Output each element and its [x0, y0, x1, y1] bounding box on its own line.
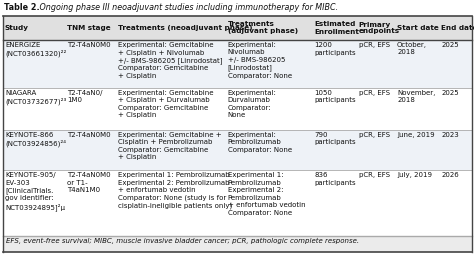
Text: pCR, EFS: pCR, EFS [359, 42, 390, 48]
Text: Experimental:
Nivolumab
+/- BMS-986205
[Linrodostat]
Comparator: None: Experimental: Nivolumab +/- BMS-986205 [… [228, 42, 292, 79]
Text: Table 2.: Table 2. [4, 3, 40, 12]
Bar [3, 130, 472, 170]
Text: Experimental:
Pembrolizumab
Comparator: None: Experimental: Pembrolizumab Comparator: … [228, 132, 292, 153]
Bar [3, 170, 472, 236]
Text: 790
participants: 790 participants [315, 132, 356, 145]
Text: Experimental 1: Pembrolizumab
Experimental 2: Pembrolizumab
+ enfortumab vedotin: Experimental 1: Pembrolizumab Experiment… [118, 172, 232, 209]
Text: Experimental: Gemcitabine +
Cisplatin + Pembrolizumab
Comparator: Gemcitabine
+ : Experimental: Gemcitabine + Cisplatin + … [118, 132, 221, 160]
Text: 2025: 2025 [441, 90, 459, 96]
Text: T2-T4aN0M0: T2-T4aN0M0 [67, 42, 111, 48]
Text: T2-T4aN0M0
or T1-
T4aN1M0: T2-T4aN0M0 or T1- T4aN1M0 [67, 172, 111, 193]
Text: ENERGIZE
(NCT03661320)²²: ENERGIZE (NCT03661320)²² [5, 42, 66, 57]
Text: 1050
participants: 1050 participants [315, 90, 356, 103]
Text: End date: End date [441, 25, 474, 31]
Text: Experimental: Gemcitabine
+ Cisplatin + Durvalumab
Comparator: Gemcitabine
+ Cis: Experimental: Gemcitabine + Cisplatin + … [118, 90, 213, 118]
Text: Treatments
(adjuvant phase): Treatments (adjuvant phase) [228, 22, 298, 35]
Text: NIAGARA
(NCT03732677)²³: NIAGARA (NCT03732677)²³ [5, 90, 66, 105]
Text: Primary
endpoints: Primary endpoints [359, 22, 400, 35]
Bar [3, 236, 472, 252]
Text: Ongoing phase III neoadjuvant studies including immunotherapy for MIBC.: Ongoing phase III neoadjuvant studies in… [37, 3, 338, 12]
Text: 2025: 2025 [441, 42, 459, 48]
Text: pCR, EFS: pCR, EFS [359, 172, 390, 178]
Bar [3, 16, 472, 40]
Text: June, 2019: June, 2019 [397, 132, 435, 138]
Text: Experimental: Gemcitabine
+ Cisplatin + Nivolumab
+/- BMS-986205 [Linrodostat]
C: Experimental: Gemcitabine + Cisplatin + … [118, 42, 222, 79]
Text: T2-T4aN0M0: T2-T4aN0M0 [67, 132, 111, 138]
Bar [3, 88, 472, 130]
Bar [3, 40, 472, 88]
Text: October,
2018: October, 2018 [397, 42, 427, 56]
Text: 2023: 2023 [441, 132, 459, 138]
Text: November,
2018: November, 2018 [397, 90, 436, 103]
Text: TNM stage: TNM stage [67, 25, 111, 31]
Text: KEYNOTE-905/
EV-303
[ClinicalTrials.
gov identifier:
NCT03924895]²µ: KEYNOTE-905/ EV-303 [ClinicalTrials. gov… [5, 172, 65, 211]
Text: Treatments (neoadjuvant phase): Treatments (neoadjuvant phase) [118, 25, 252, 31]
Text: T2-T4aN0/
1M0: T2-T4aN0/ 1M0 [67, 90, 103, 103]
Text: 1200
participants: 1200 participants [315, 42, 356, 56]
Text: EFS, event-free survival; MIBC, muscle invasive bladder cancer; pCR, pathologic : EFS, event-free survival; MIBC, muscle i… [6, 238, 359, 244]
Text: pCR, EFS: pCR, EFS [359, 90, 390, 96]
Text: Estimated
Enrollment: Estimated Enrollment [315, 22, 359, 35]
Text: Experimental 1:
Pembrolizumab
Experimental 2:
Pembrolizumab
+ enfortumab vedotin: Experimental 1: Pembrolizumab Experiment… [228, 172, 305, 216]
Text: Study: Study [5, 25, 29, 31]
Text: Experimental:
Durvalumab
Comparator:
None: Experimental: Durvalumab Comparator: Non… [228, 90, 276, 118]
Text: KEYNOTE-866
(NCT03924856)²⁴: KEYNOTE-866 (NCT03924856)²⁴ [5, 132, 66, 147]
Text: pCR, EFS: pCR, EFS [359, 132, 390, 138]
Text: Start date: Start date [397, 25, 439, 31]
Text: July, 2019: July, 2019 [397, 172, 432, 178]
Text: 836
participants: 836 participants [315, 172, 356, 186]
Text: 2026: 2026 [441, 172, 459, 178]
